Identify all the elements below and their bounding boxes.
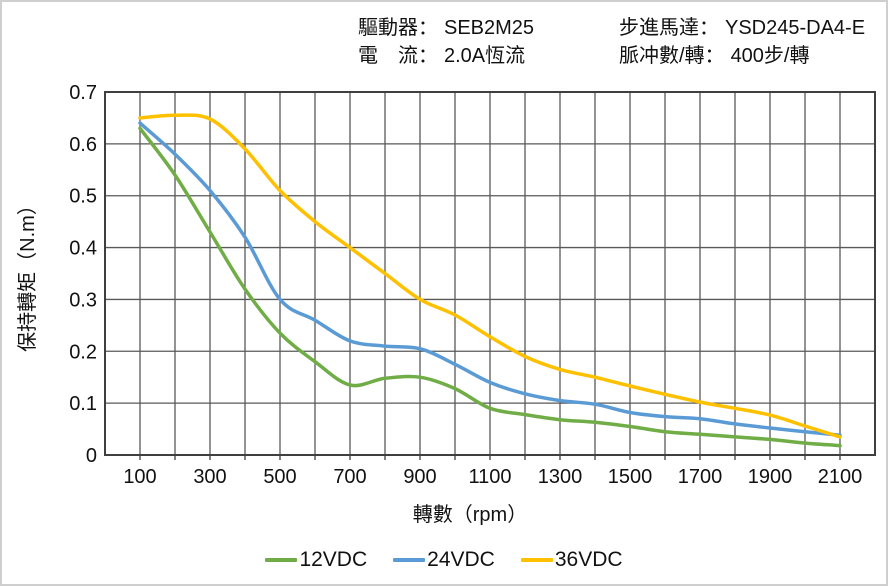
plot-frame	[104, 91, 876, 456]
motor-label: 步進馬達：	[619, 17, 719, 39]
x-tick-label: 1900	[748, 466, 793, 488]
y-tick-label: 0.3	[69, 289, 97, 311]
y-tick-label: 0.2	[69, 341, 97, 363]
y-axis-title: 保持轉矩（N.m）	[16, 195, 39, 352]
driver-value: SEB2M25	[444, 17, 535, 39]
legend-item-24VDC: 24VDC	[393, 548, 495, 572]
legend-item-12VDC: 12VDC	[265, 548, 367, 572]
x-tick-label: 900	[403, 466, 436, 488]
current-label: 電 流：	[358, 45, 438, 67]
driver-line: 驅動器： SEB2M25	[358, 14, 534, 42]
current-line: 電 流： 2.0A恆流	[358, 42, 534, 70]
x-tick-label: 500	[263, 466, 296, 488]
y-tick-label: 0.5	[69, 186, 97, 208]
pulses-label: 脈冲數/轉：	[619, 45, 725, 67]
legend-label: 24VDC	[427, 548, 495, 571]
legend-swatch-12VDC	[265, 558, 298, 562]
motor-value: YSD245-DA4-E	[725, 17, 866, 39]
y-tick-label: 0.6	[69, 134, 97, 156]
x-tick-label: 1700	[678, 466, 723, 488]
x-tick-label: 700	[333, 466, 366, 488]
header-motor-block: 步進馬達： YSD245-DA4-E 脈冲數/轉： 400步/轉	[619, 14, 865, 70]
x-axis-title: 轉數（rpm）	[413, 503, 527, 526]
pulses-line: 脈冲數/轉： 400步/轉	[619, 42, 865, 70]
x-tick-label: 100	[123, 466, 156, 488]
x-tick-label: 1100	[468, 466, 511, 488]
curve-12VDC	[138, 126, 842, 448]
driver-label: 驅動器：	[358, 17, 438, 39]
legend-label: 36VDC	[554, 548, 623, 571]
current-value: 2.0A恆流	[444, 45, 526, 67]
pulses-value: 400步/轉	[730, 45, 810, 67]
legend-item-36VDC: 36VDC	[520, 548, 623, 572]
y-tick-label: 0	[86, 445, 97, 467]
x-tick-label: 2100	[818, 466, 863, 488]
curve-36VDC	[138, 113, 842, 439]
y-tick-label: 0.4	[69, 238, 97, 260]
chart-legend: 12VDC 24VDC 36VDC	[2, 548, 886, 572]
header-driver-block: 驅動器： SEB2M25 電 流： 2.0A恆流	[358, 14, 534, 70]
y-tick-label: 0.1	[69, 393, 97, 415]
plot-area: 100 300 500 700 900 1100 1300 1500 1700 1900 2100 0…	[16, 82, 876, 526]
x-tick-label: 300	[193, 466, 226, 488]
x-tick-label: 1500	[608, 466, 653, 488]
legend-label: 12VDC	[299, 548, 368, 571]
legend-swatch-36VDC	[520, 558, 553, 562]
x-tick-label: 1300	[538, 466, 583, 488]
y-tick-label: 0.7	[69, 82, 97, 104]
motor-line: 步進馬達： YSD245-DA4-E	[619, 14, 865, 42]
legend-swatch-24VDC	[393, 558, 426, 562]
curve-24VDC	[138, 121, 842, 438]
